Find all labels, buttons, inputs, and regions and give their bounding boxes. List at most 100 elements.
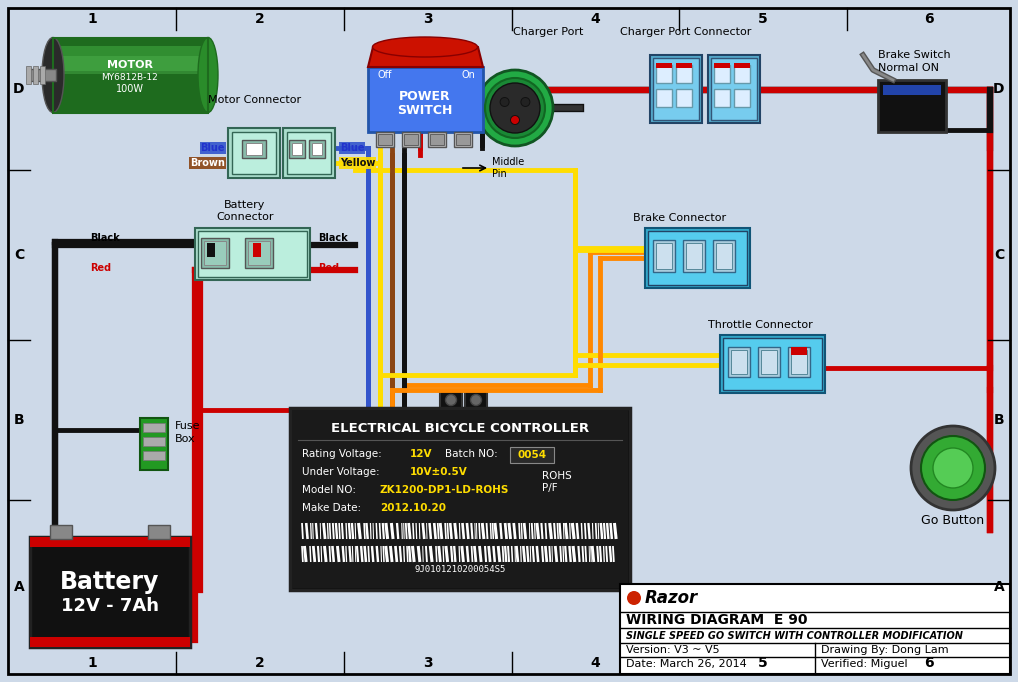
Circle shape xyxy=(934,448,973,488)
Bar xyxy=(29,69,56,81)
Text: 1: 1 xyxy=(88,656,97,670)
Bar xyxy=(430,134,444,145)
Text: Blue: Blue xyxy=(201,143,225,153)
Bar xyxy=(290,408,630,590)
Bar xyxy=(683,240,705,272)
Bar xyxy=(248,241,270,265)
Text: Pin: Pin xyxy=(492,169,507,179)
Text: P/F: P/F xyxy=(542,483,558,493)
Bar xyxy=(402,132,420,147)
Bar xyxy=(788,347,810,377)
Circle shape xyxy=(911,426,995,510)
Bar xyxy=(246,143,262,155)
Bar xyxy=(33,66,38,84)
Text: SWITCH: SWITCH xyxy=(397,104,453,117)
Bar xyxy=(758,347,780,377)
Text: D: D xyxy=(994,82,1005,96)
Bar xyxy=(456,134,470,145)
Text: 3: 3 xyxy=(423,656,433,670)
Bar xyxy=(245,238,273,268)
Text: A: A xyxy=(994,580,1005,594)
Bar xyxy=(195,228,310,280)
Text: Under Voltage:: Under Voltage: xyxy=(302,467,380,477)
Bar xyxy=(30,637,190,647)
Bar xyxy=(30,537,190,647)
Bar xyxy=(30,537,190,547)
Circle shape xyxy=(521,98,530,106)
Text: Drawing By: Dong Lam: Drawing By: Dong Lam xyxy=(821,645,949,655)
Bar xyxy=(716,243,732,269)
Text: Black: Black xyxy=(90,233,120,243)
Bar xyxy=(714,63,730,68)
Bar xyxy=(253,243,261,257)
Text: 0054: 0054 xyxy=(517,450,547,460)
Bar xyxy=(376,132,394,147)
Text: SINGLE SPEED GO SWITCH WITH CONTROLLER MODIFICATION: SINGLE SPEED GO SWITCH WITH CONTROLLER M… xyxy=(626,631,963,641)
Text: 6: 6 xyxy=(923,12,934,26)
Text: 4: 4 xyxy=(590,12,601,26)
Bar xyxy=(653,240,675,272)
Text: Batch NO:: Batch NO: xyxy=(445,449,498,459)
Bar xyxy=(26,66,31,84)
Text: Red: Red xyxy=(90,263,111,273)
Bar xyxy=(711,58,757,120)
Text: Brake Switch: Brake Switch xyxy=(878,50,951,60)
Text: Red: Red xyxy=(318,263,339,273)
Text: 1: 1 xyxy=(88,12,97,26)
Bar xyxy=(50,525,72,539)
Text: Middle: Middle xyxy=(492,157,524,167)
Bar xyxy=(207,243,215,257)
Bar xyxy=(404,134,418,145)
Bar xyxy=(292,143,302,155)
Text: Razor: Razor xyxy=(645,589,698,607)
Ellipse shape xyxy=(197,38,218,113)
Bar xyxy=(143,437,165,446)
Text: 9J0101210200054S5: 9J0101210200054S5 xyxy=(414,565,506,574)
Text: 4: 4 xyxy=(590,656,601,670)
Text: Motor Connector: Motor Connector xyxy=(209,95,301,105)
Bar xyxy=(878,80,946,132)
Text: ELECTRICAL BICYCLE CONTROLLER: ELECTRICAL BICYCLE CONTROLLER xyxy=(331,421,589,434)
Text: Brake Connector: Brake Connector xyxy=(633,213,727,223)
Text: ZK1200-DP1-LD-ROHS: ZK1200-DP1-LD-ROHS xyxy=(380,485,509,495)
Bar xyxy=(232,132,276,174)
Text: POWER: POWER xyxy=(399,91,451,104)
Text: C: C xyxy=(14,248,24,262)
Circle shape xyxy=(477,70,553,146)
Bar xyxy=(734,65,750,83)
Text: Throttle Connector: Throttle Connector xyxy=(708,320,812,330)
Text: On: On xyxy=(461,70,475,80)
Bar xyxy=(645,228,750,288)
Text: 12V - 7Ah: 12V - 7Ah xyxy=(61,597,159,615)
Text: MY6812B-12: MY6812B-12 xyxy=(102,74,159,83)
Bar xyxy=(714,89,730,107)
Circle shape xyxy=(627,591,641,605)
Bar xyxy=(791,350,807,374)
Bar xyxy=(53,38,208,113)
Bar xyxy=(40,66,45,84)
Text: Battery: Battery xyxy=(224,200,266,210)
Bar xyxy=(510,447,554,463)
Text: 2: 2 xyxy=(256,12,265,26)
Circle shape xyxy=(446,394,456,406)
Bar xyxy=(454,132,472,147)
Bar xyxy=(686,243,702,269)
Bar xyxy=(656,63,672,68)
Bar xyxy=(734,63,750,68)
Bar xyxy=(228,128,280,178)
Bar xyxy=(791,347,807,355)
Text: 6: 6 xyxy=(923,656,934,670)
Text: 12V: 12V xyxy=(410,449,433,459)
Bar xyxy=(367,67,483,132)
Bar xyxy=(653,58,699,120)
Bar xyxy=(242,140,266,158)
Text: 100W: 100W xyxy=(116,84,144,94)
Bar xyxy=(676,65,692,83)
Bar xyxy=(148,525,170,539)
Text: WIRING DIAGRAM  E 90: WIRING DIAGRAM E 90 xyxy=(626,613,807,627)
Text: Date: March 26, 2014: Date: March 26, 2014 xyxy=(626,659,747,669)
Ellipse shape xyxy=(42,38,64,113)
Text: 5: 5 xyxy=(758,656,768,670)
Bar xyxy=(714,65,730,83)
Text: Go Button: Go Button xyxy=(921,514,984,527)
